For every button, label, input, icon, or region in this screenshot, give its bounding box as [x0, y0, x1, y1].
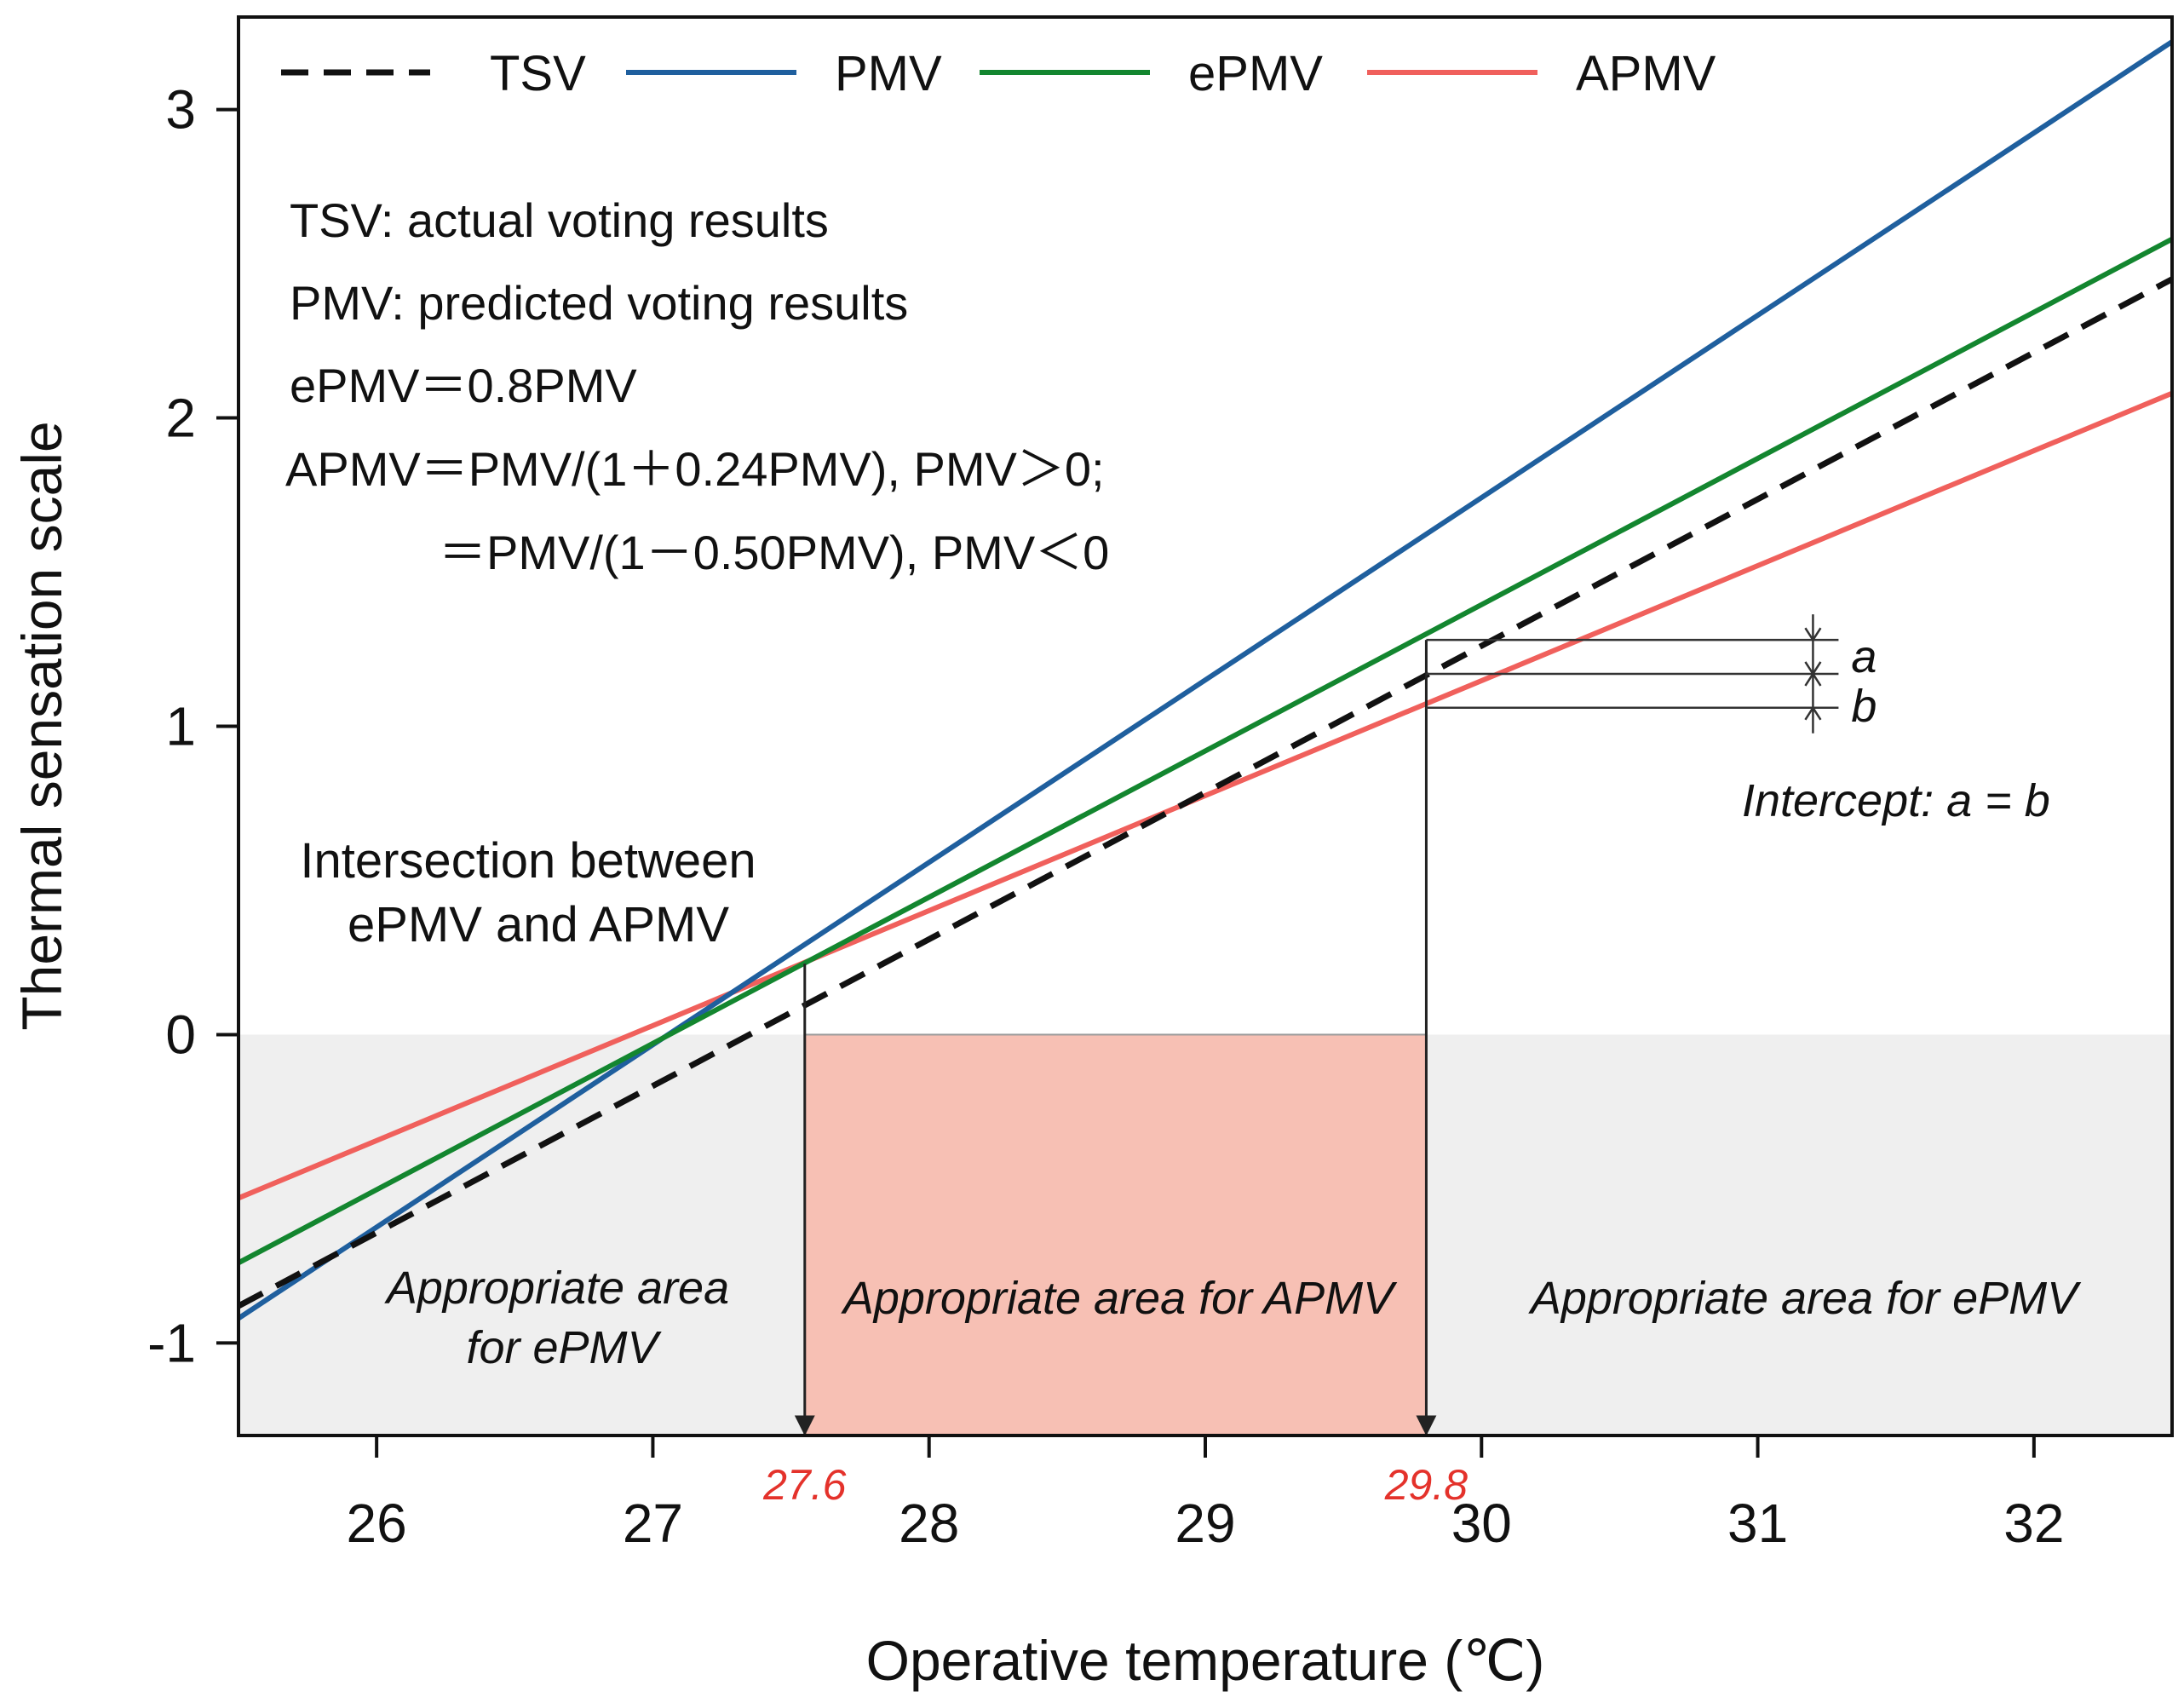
region-label-epmv-right: Appropriate area for ePMV [1528, 1273, 2082, 1324]
x-axis-title: Operative temperature (℃) [866, 1629, 1545, 1692]
annotations: Intersection between ePMV and APMV Inter… [300, 775, 2082, 1373]
legend: TSV PMV ePMV APMV [281, 46, 1716, 101]
region-label-epmv-left-line1: Appropriate area [384, 1263, 729, 1314]
shaded-regions [239, 1033, 2172, 1435]
intercept-guides: a b [1426, 614, 1877, 734]
legend-label-pmv: PMV [835, 46, 942, 101]
x-tick-label: 31 [1727, 1493, 1788, 1554]
marker-labels: 27.6 29.8 [762, 1461, 1468, 1509]
intersection-label-line2: ePMV and APMV [348, 897, 729, 952]
series-lines [239, 39, 2172, 1320]
y-tick-label: 0 [165, 1004, 196, 1065]
intercept-label-a: a [1851, 631, 1877, 682]
legend-label-epmv: ePMV [1188, 46, 1323, 101]
y-axis: -1 0 1 2 3 [147, 79, 239, 1373]
x-tick-label: 32 [2003, 1493, 2064, 1554]
x-tick-label: 28 [899, 1493, 959, 1554]
y-tick-label: 1 [165, 696, 196, 757]
x-tick-label: 29 [1175, 1493, 1235, 1554]
marker-label-29-8: 29.8 [1384, 1461, 1468, 1509]
legend-label-apmv: APMV [1576, 46, 1716, 101]
note-pmv: PMV: predicted voting results [290, 276, 908, 330]
formula-notes: TSV: actual voting results PMV: predicte… [285, 193, 1109, 579]
x-tick-label: 27 [623, 1493, 683, 1554]
region-apmv-appropriate [803, 1033, 1428, 1435]
x-tick-label: 26 [347, 1493, 407, 1554]
intercept-label-b: b [1851, 681, 1877, 732]
series-line-apmv [239, 390, 2172, 1201]
series-line-pmv [239, 39, 2172, 1320]
y-tick-label: 3 [165, 79, 196, 141]
series-line-epmv [239, 236, 2172, 1265]
temperature-markers [794, 640, 1437, 1436]
note-apmv-positive: APMV＝PMV/(1＋0.24PMV), PMV＞0; [285, 442, 1105, 496]
marker-label-27-6: 27.6 [762, 1461, 847, 1509]
note-epmv: ePMV＝0.8PMV [290, 359, 637, 412]
x-tick-label: 30 [1451, 1493, 1512, 1554]
intercept-dimension-arrows [1804, 627, 1822, 721]
note-apmv-negative: ＝PMV/(1－0.50PMV), PMV＜0 [439, 526, 1109, 579]
y-tick-label: 2 [165, 388, 196, 449]
x-axis: 26 27 28 29 30 31 32 [347, 1435, 2064, 1554]
region-label-apmv: Appropriate area for APMV [841, 1273, 1398, 1324]
series-line-tsv [239, 276, 2172, 1309]
intercept-note: Intercept: a = b [1742, 775, 2050, 826]
y-tick-label: -1 [147, 1312, 196, 1373]
note-tsv: TSV: actual voting results [290, 193, 829, 247]
region-label-epmv-left-line2: for ePMV [466, 1322, 662, 1373]
intersection-label-line1: Intersection between [300, 833, 756, 889]
legend-label-tsv: TSV [490, 46, 586, 101]
y-axis-title: Thermal sensation scale [10, 421, 73, 1030]
